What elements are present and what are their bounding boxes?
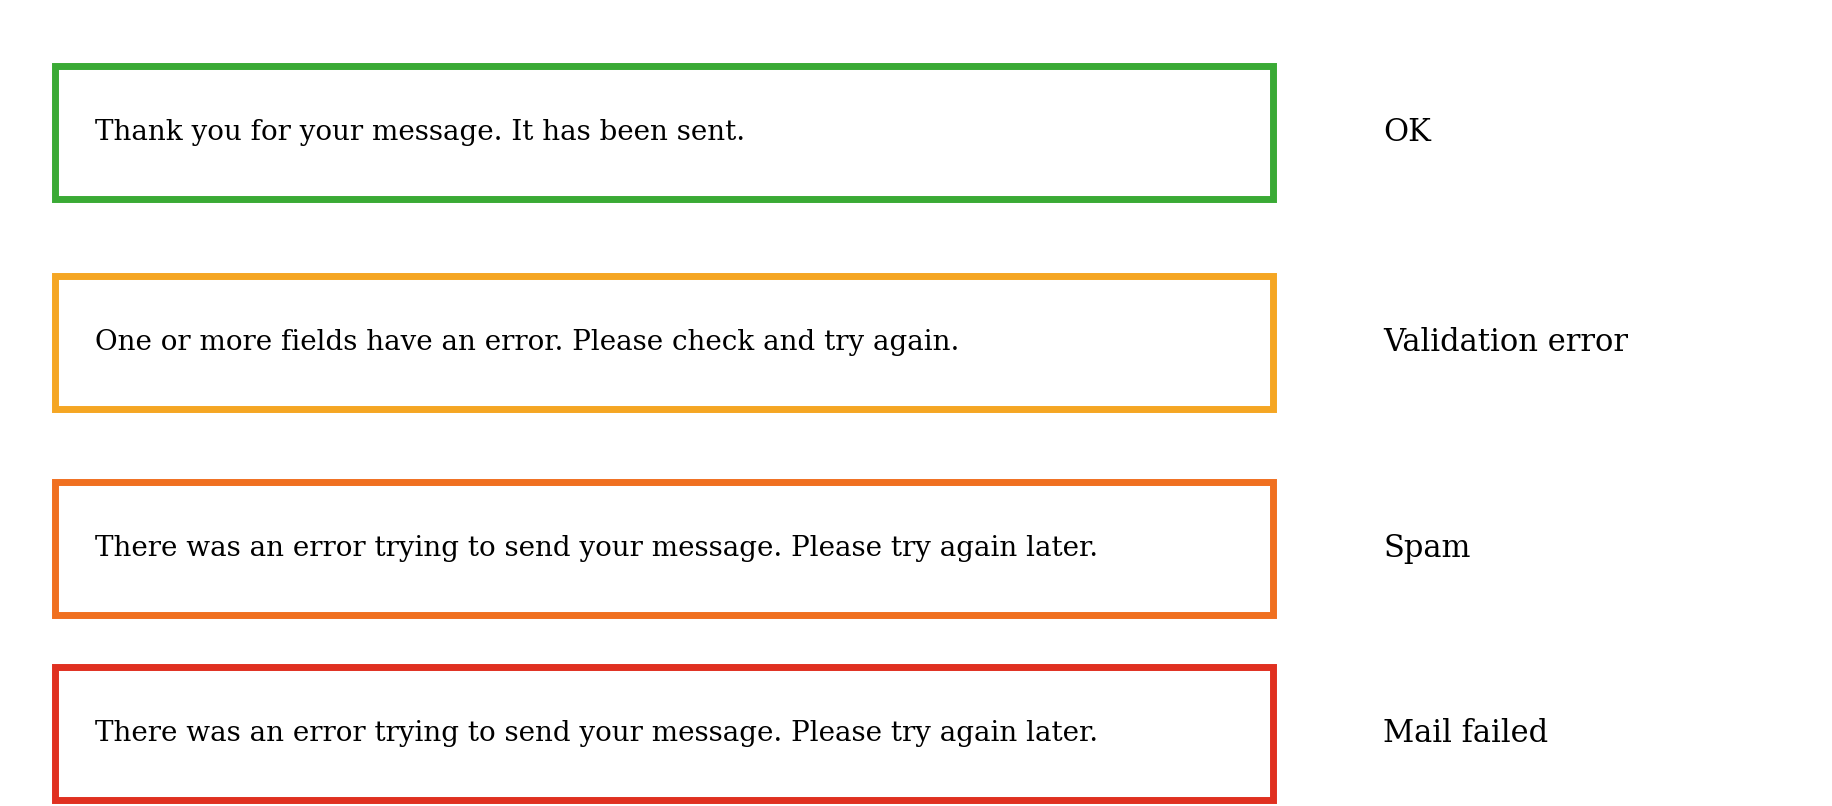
Text: Thank you for your message. It has been sent.: Thank you for your message. It has been … — [95, 119, 746, 147]
Text: One or more fields have an error. Please check and try again.: One or more fields have an error. Please… — [95, 329, 960, 356]
Text: There was an error trying to send your message. Please try again later.: There was an error trying to send your m… — [95, 720, 1099, 747]
Text: OK: OK — [1383, 118, 1431, 148]
FancyBboxPatch shape — [55, 276, 1273, 409]
Text: Validation error: Validation error — [1383, 327, 1629, 358]
FancyBboxPatch shape — [55, 67, 1273, 200]
FancyBboxPatch shape — [55, 667, 1273, 800]
Text: Spam: Spam — [1383, 533, 1471, 563]
Text: Mail failed: Mail failed — [1383, 718, 1548, 749]
FancyBboxPatch shape — [55, 482, 1273, 614]
Text: There was an error trying to send your message. Please try again later.: There was an error trying to send your m… — [95, 534, 1099, 562]
